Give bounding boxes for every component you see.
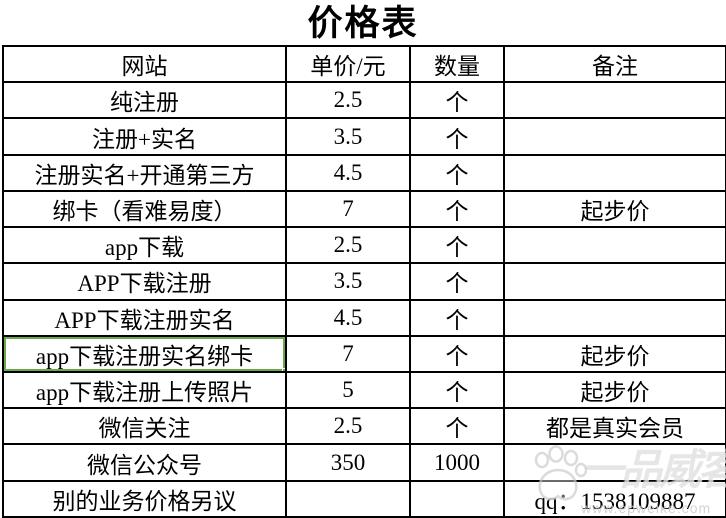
cell-website[interactable]: 微信关注 (2, 407, 287, 446)
cell-quantity[interactable]: 个 (409, 370, 505, 410)
cell-note[interactable] (503, 443, 726, 482)
header-cell-price: 单价/元 (285, 44, 411, 84)
cell-note[interactable] (503, 117, 726, 156)
cell-website[interactable]: 绑卡（看难易度） (2, 189, 287, 229)
cell-price[interactable]: 2.5 (285, 81, 411, 120)
cell-price[interactable] (285, 479, 411, 518)
cell-website[interactable]: app下载注册上传照片 (2, 370, 287, 410)
cell-quantity[interactable]: 个 (409, 189, 505, 229)
cell-quantity[interactable]: 个 (409, 298, 505, 337)
cell-quantity[interactable]: 个 (409, 153, 505, 192)
cell-note[interactable]: 都是真实会员 (503, 407, 726, 446)
cell-website[interactable]: app下载 (2, 226, 287, 265)
table-row: 微信关注 2.5 个 都是真实会员 (2, 407, 726, 446)
cell-price[interactable]: 2.5 (285, 226, 411, 265)
table-row: APP下载注册实名 4.5 个 (2, 298, 726, 337)
selected-cell-label: app下载注册实名绑卡 (35, 343, 254, 369)
cell-price[interactable]: 4.5 (285, 298, 411, 337)
cell-quantity[interactable]: 个 (409, 226, 505, 265)
table-row: 注册+实名 3.5 个 (2, 117, 726, 156)
price-table: 网站 单价/元 数量 备注 纯注册 2.5 个 注册+实名 3.5 个 注册实名… (2, 44, 726, 518)
cell-quantity[interactable]: 个 (409, 262, 505, 301)
cell-note[interactable] (503, 298, 726, 337)
cell-quantity[interactable]: 个 (409, 407, 505, 446)
table-row: 微信公众号 350 1000 (2, 443, 726, 482)
cell-website[interactable]: 注册+实名 (2, 117, 287, 156)
header-cell-website: 网站 (2, 44, 287, 84)
cell-price[interactable]: 350 (285, 443, 411, 482)
selection-fill-handle[interactable] (282, 367, 284, 370)
cell-note[interactable] (503, 262, 726, 301)
cell-price[interactable]: 7 (285, 334, 411, 373)
header-cell-note: 备注 (503, 44, 726, 84)
cell-price[interactable]: 3.5 (285, 117, 411, 156)
table-row: 纯注册 2.5 个 (2, 81, 726, 120)
header-cell-quantity: 数量 (409, 44, 505, 84)
table-row: APP下载注册 3.5 个 (2, 262, 726, 301)
table-row: app下载 2.5 个 (2, 226, 726, 265)
cell-website[interactable]: APP下载注册实名 (2, 298, 287, 337)
table-row-selected: app下载注册实名绑卡 7 个 起步价 (2, 334, 726, 373)
selected-cell-website[interactable]: app下载注册实名绑卡 (2, 334, 287, 373)
cell-price[interactable]: 7 (285, 189, 411, 229)
cell-website[interactable]: 纯注册 (2, 81, 287, 120)
table-row: 别的业务价格另议 qq：1538109887 (2, 479, 726, 518)
table-row: 绑卡（看难易度） 7 个 起步价 (2, 189, 726, 229)
cell-note[interactable] (503, 153, 726, 192)
cell-website[interactable]: 注册实名+开通第三方 (2, 153, 287, 192)
cell-quantity[interactable] (409, 479, 505, 518)
cell-quantity[interactable]: 个 (409, 117, 505, 156)
cell-quantity[interactable]: 个 (409, 334, 505, 373)
cell-website[interactable]: 别的业务价格另议 (2, 479, 287, 518)
cell-note[interactable] (503, 81, 726, 120)
cell-quantity[interactable]: 个 (409, 81, 505, 120)
page-title: 价格表 (307, 4, 419, 43)
cell-price[interactable]: 2.5 (285, 407, 411, 446)
cell-price[interactable]: 5 (285, 370, 411, 410)
cell-note[interactable]: 起步价 (503, 334, 726, 373)
cell-note[interactable]: 起步价 (503, 370, 726, 410)
table-row: app下载注册上传照片 5 个 起步价 (2, 370, 726, 410)
cell-price[interactable]: 4.5 (285, 153, 411, 192)
cell-price[interactable]: 3.5 (285, 262, 411, 301)
header-row: 网站 单价/元 数量 备注 (2, 44, 726, 84)
cell-website[interactable]: 微信公众号 (2, 443, 287, 482)
cell-note[interactable]: qq：1538109887 (503, 479, 726, 518)
table-row: 注册实名+开通第三方 4.5 个 (2, 153, 726, 192)
cell-quantity[interactable]: 1000 (409, 443, 505, 482)
cell-note[interactable] (503, 226, 726, 265)
cell-website[interactable]: APP下载注册 (2, 262, 287, 301)
cell-note[interactable]: 起步价 (503, 189, 726, 229)
